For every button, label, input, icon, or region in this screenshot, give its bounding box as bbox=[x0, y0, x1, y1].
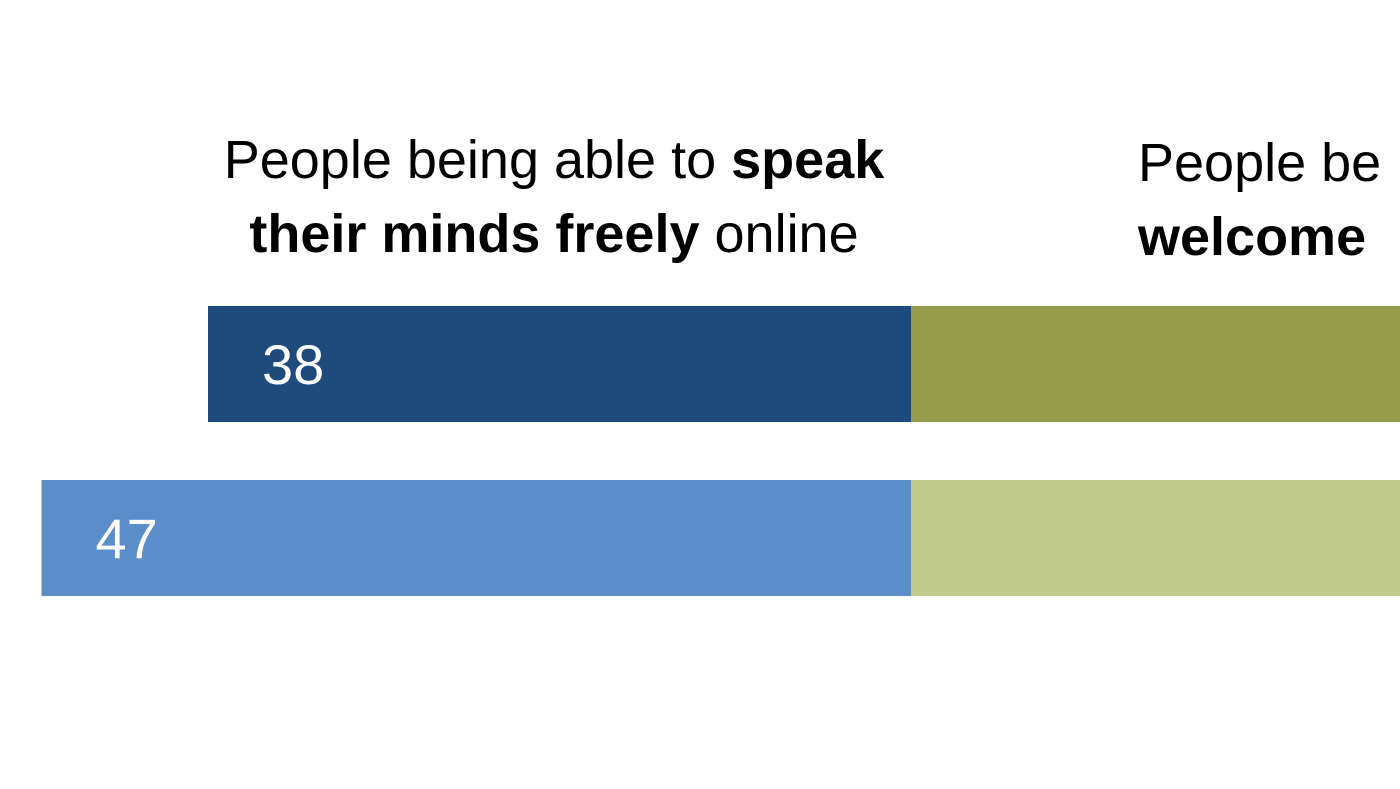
bar-speak-2 bbox=[41, 480, 911, 596]
header-left-bold-2: their minds freely bbox=[249, 204, 700, 264]
header-right-line-1: People be bbox=[1138, 133, 1382, 193]
bar-welcome-2 bbox=[911, 480, 1400, 596]
data-label-speak-2: 47 bbox=[96, 507, 158, 570]
header-left-post: online bbox=[699, 204, 859, 264]
header-right-line-2: welcome bbox=[1138, 207, 1367, 267]
data-label-speak-1: 38 bbox=[262, 333, 324, 396]
column-header-speak-freely: People being able to speak their minds fr… bbox=[196, 123, 912, 271]
header-left-pre: People being able to bbox=[223, 130, 732, 190]
header-left-bold-1: speak bbox=[731, 130, 885, 190]
bar-speak-1 bbox=[208, 306, 911, 422]
column-header-welcome: People be welcome bbox=[1138, 126, 1381, 274]
bar-welcome-1 bbox=[911, 306, 1400, 422]
